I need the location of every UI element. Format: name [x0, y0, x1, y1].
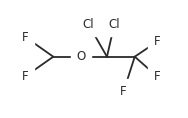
Text: O: O — [76, 50, 86, 63]
Text: F: F — [154, 70, 160, 83]
Text: F: F — [22, 31, 29, 44]
Text: F: F — [154, 35, 160, 48]
Text: F: F — [22, 70, 29, 83]
Text: Cl: Cl — [83, 18, 94, 31]
Text: F: F — [120, 85, 127, 98]
Text: Cl: Cl — [108, 18, 120, 31]
